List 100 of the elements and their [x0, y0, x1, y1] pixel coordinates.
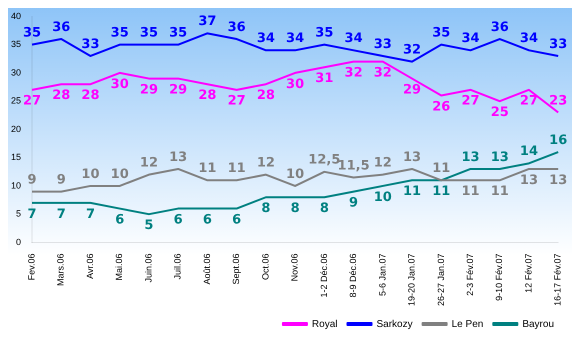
data-label: 35: [140, 26, 158, 41]
y-tick-label: 30: [10, 67, 22, 78]
data-label: 36: [490, 20, 509, 35]
data-label: 14: [520, 144, 538, 160]
data-label: 8: [290, 201, 300, 216]
data-label: 11: [461, 184, 480, 200]
data-label: 34: [256, 31, 275, 46]
y-tick-label: 0: [16, 236, 22, 247]
data-label: 32: [402, 42, 422, 58]
data-label: 7: [27, 206, 37, 222]
data-label: 33: [81, 36, 100, 52]
data-label: 35: [432, 26, 450, 41]
data-label: 8: [320, 201, 329, 216]
data-label: 16: [549, 132, 568, 148]
y-tick-label: 40: [10, 10, 22, 21]
data-label: 27: [461, 94, 480, 109]
x-tick-label: 1-2 Déc.06: [318, 253, 329, 298]
data-label: 13: [549, 172, 568, 188]
data-label: 12: [140, 156, 158, 171]
x-tick-label: 9-10 Fév.07: [494, 253, 504, 301]
data-label: 26: [432, 99, 450, 114]
data-label: 6: [174, 212, 183, 228]
x-tick-label: Avr.06: [84, 253, 95, 279]
data-label: 29: [169, 82, 188, 98]
x-tick-label: Mai.06: [114, 253, 124, 280]
x-tick-label: Juin.06: [143, 253, 154, 282]
data-label: 27: [228, 94, 246, 109]
data-label: 29: [402, 82, 422, 98]
data-label: 36: [228, 20, 246, 35]
data-label: 11: [402, 184, 422, 200]
data-label: 7: [56, 206, 66, 222]
x-tick-label: Sept.06: [231, 253, 242, 284]
legend-label: Le Pen: [452, 318, 484, 330]
data-label: 25: [490, 105, 509, 120]
data-label: 33: [549, 36, 568, 52]
data-label: 27: [520, 94, 538, 109]
data-label: 6: [202, 212, 212, 228]
x-tick-label: 16-17 Fév.07: [552, 253, 563, 306]
x-tick-label: Fev.06: [26, 253, 36, 280]
data-label: 5: [144, 218, 154, 234]
data-label: 27: [22, 94, 42, 109]
data-label: 35: [110, 26, 129, 41]
x-tick-label: 19-20 Jan.07: [406, 253, 417, 306]
data-label: 34: [344, 31, 363, 46]
x-tick-label: Nov.06: [290, 253, 300, 282]
data-label: 13: [402, 150, 422, 165]
data-label: 28: [52, 88, 70, 104]
data-label: 31: [315, 71, 334, 86]
data-label: 13: [461, 150, 480, 165]
data-label: 6: [232, 212, 242, 228]
data-label: 11: [490, 184, 509, 200]
x-tick-label: Mars.06: [56, 253, 66, 286]
x-tick-label: Juil.06: [172, 253, 183, 280]
data-label: 32: [344, 65, 363, 80]
data-label: 34: [520, 31, 538, 46]
data-label: 12: [374, 156, 392, 171]
data-label: 30: [110, 76, 129, 92]
data-label: 9: [27, 172, 37, 188]
data-label: 8: [261, 201, 270, 216]
data-label: 35: [315, 26, 334, 41]
data-label: 34: [461, 31, 480, 46]
data-label: 10: [110, 166, 129, 182]
data-label: 10: [374, 190, 392, 205]
data-label: 28: [81, 88, 100, 104]
data-label: 12,5: [308, 152, 340, 168]
data-label: 36: [52, 20, 70, 35]
data-label: 34: [286, 31, 304, 46]
data-label: 9: [56, 172, 66, 188]
data-label: 10: [286, 166, 304, 182]
y-tick-label: 35: [10, 39, 22, 50]
data-label: 13: [169, 150, 188, 165]
x-tick-label: 8-9 Déc.06: [348, 253, 358, 298]
legend-label: Sarkozy: [376, 318, 413, 330]
data-label: 9: [349, 195, 358, 210]
data-label: 28: [256, 88, 275, 104]
y-tick-label: 15: [10, 152, 22, 162]
legend-label: Royal: [312, 318, 338, 330]
y-tick-label: 10: [10, 180, 22, 190]
data-label: 12: [256, 156, 275, 171]
x-tick-label: 12 Fév.07: [523, 253, 534, 293]
data-label: 13: [490, 150, 509, 165]
data-label: 13: [520, 172, 538, 188]
data-label: 30: [286, 76, 304, 92]
data-label: 6: [115, 212, 124, 228]
x-tick-label: Août.06: [202, 253, 212, 284]
data-label: 32: [374, 65, 392, 80]
data-label: 33: [374, 36, 392, 52]
x-tick-label: Oct.06: [260, 253, 270, 280]
x-tick-label: 2-3 Fév.07: [464, 253, 475, 296]
data-label: 11: [432, 161, 450, 176]
y-tick-label: 25: [10, 96, 22, 106]
data-label: 28: [198, 88, 216, 104]
data-label: 23: [549, 93, 568, 108]
data-label: 29: [140, 82, 158, 98]
data-label: 37: [198, 14, 216, 30]
x-tick-label: 5-6 Jan.07: [377, 253, 388, 296]
data-label: 7: [86, 206, 95, 222]
data-label: 10: [81, 166, 100, 182]
data-label: 11: [228, 161, 246, 176]
legend-label: Bayrou: [522, 318, 554, 330]
